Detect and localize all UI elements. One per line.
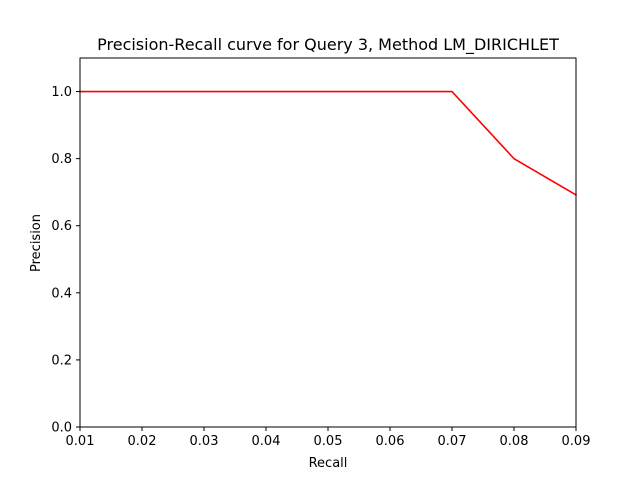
y-tick-label-5: 1.0 — [51, 85, 72, 100]
x-tick-label-7: 0.08 — [500, 434, 529, 449]
x-tick-label-1: 0.02 — [128, 434, 157, 449]
plot-area: 0.01 0.02 0.03 0.04 0.05 0.06 0.07 0.08 0.09 0.0 0… — [51, 57, 591, 449]
x-tick-label-5: 0.06 — [376, 434, 405, 449]
y-tick-label-1: 0.2 — [51, 353, 72, 368]
x-axis-label: Recall — [309, 456, 348, 471]
x-tick-label-8: 0.09 — [562, 434, 591, 449]
x-tick-label-3: 0.04 — [252, 434, 281, 449]
chart-title: Precision-Recall curve for Query 3, Meth… — [97, 35, 559, 55]
x-tick-label-0: 0.01 — [66, 434, 95, 449]
y-tick-label-4: 0.8 — [51, 152, 72, 167]
y-axis-label: Precision — [29, 214, 44, 272]
x-tick-label-2: 0.03 — [190, 434, 219, 449]
x-tick-label-4: 0.05 — [314, 434, 343, 449]
x-tick-label-6: 0.07 — [438, 434, 467, 449]
y-tick-label-3: 0.6 — [51, 219, 72, 234]
series-line-0 — [79, 90, 578, 196]
axes-frame — [79, 57, 577, 428]
y-tick-label-0: 0.0 — [51, 421, 72, 436]
y-tick-label-2: 0.4 — [51, 286, 72, 301]
